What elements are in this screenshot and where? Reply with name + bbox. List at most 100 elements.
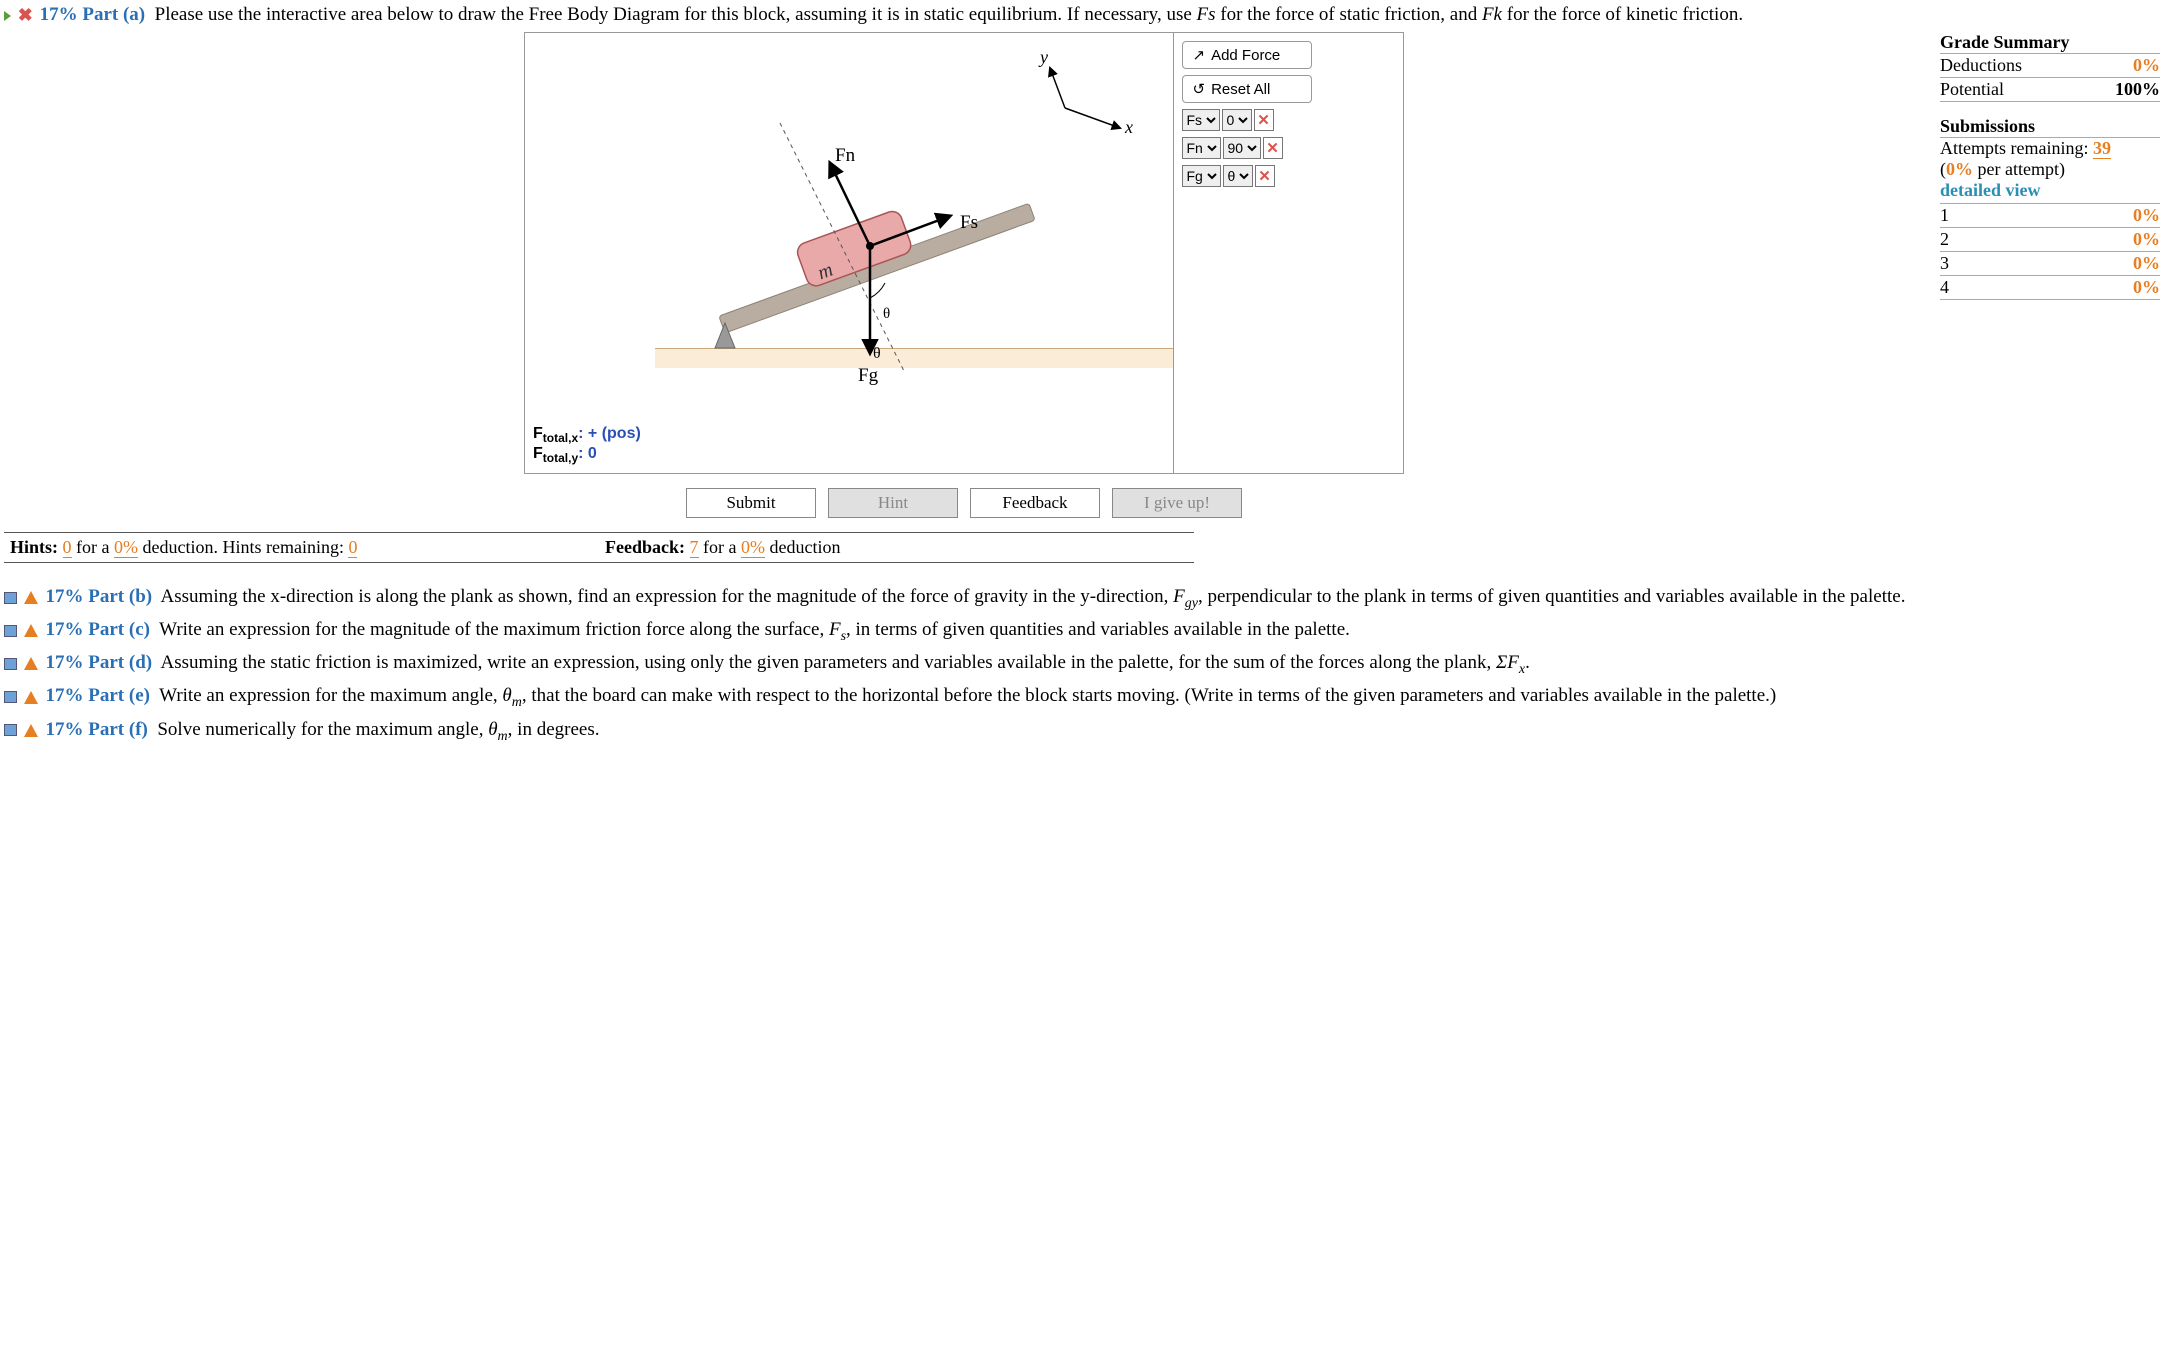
sym: F	[1173, 586, 1185, 607]
force-angle-select[interactable]: 0	[1222, 109, 1252, 131]
warning-icon	[24, 624, 38, 637]
part-d: 17% Part (d) Assuming the static frictio…	[4, 649, 2160, 680]
label: Reset All	[1211, 81, 1270, 98]
sub: m	[498, 728, 508, 743]
part-e: 17% Part (e) Write an expression for the…	[4, 682, 2160, 713]
remain: 0	[348, 537, 357, 558]
incorrect-icon: ✖	[18, 5, 33, 26]
reset-all-button[interactable]: ↺ Reset All	[1182, 75, 1312, 103]
text: deduction. Hints remaining:	[143, 537, 349, 557]
force-name-select[interactable]: Fn	[1182, 137, 1221, 159]
count: 0	[63, 537, 72, 558]
part-a-label: 17% Part (a)	[40, 4, 146, 25]
collapse-icon[interactable]	[4, 724, 17, 736]
sub: total,x	[543, 431, 578, 445]
value: 39	[2093, 138, 2111, 159]
attempt-num: 3	[1940, 252, 1995, 276]
feedback-cell: Feedback: 7 for a 0% deduction	[599, 533, 1194, 562]
part-b: 17% Part (b) Assuming the x-direction is…	[4, 583, 2160, 614]
part-c: 17% Part (c) Write an expression for the…	[4, 616, 2160, 647]
text: for the force of static friction, and	[1216, 4, 1482, 25]
arrow-icon: ↗	[1193, 46, 1206, 64]
text: for a	[76, 537, 114, 557]
controls-panel: ↗ Add Force ↺ Reset All Fs 0 ✕ Fn 90 ✕	[1174, 33, 1404, 473]
fs-symbol: Fs	[1197, 4, 1216, 25]
feedback-button[interactable]: Feedback	[970, 488, 1100, 518]
svg-text:y: y	[1038, 47, 1048, 67]
part-a-header: ✖ 17% Part (a) Please use the interactiv…	[4, 4, 2160, 26]
force-angle-select[interactable]: 90	[1223, 137, 1261, 159]
part-label: 17% Part (c)	[46, 619, 150, 640]
diagram-svg: m Fn Fs Fg θ θ	[525, 33, 1175, 473]
add-force-button[interactable]: ↗ Add Force	[1182, 41, 1312, 69]
attempt-val: 0%	[1995, 228, 2160, 252]
text: Write an expression for the magnitude of…	[159, 619, 829, 640]
label: Potential	[1940, 78, 2082, 102]
value: 100%	[2082, 78, 2160, 102]
label: F	[533, 445, 543, 462]
hints-feedback-bar: Hints: 0 for a 0% deduction. Hints remai…	[4, 532, 1194, 563]
fbd-canvas[interactable]: m Fn Fs Fg θ θ	[525, 33, 1174, 473]
per-attempt: (0% per attempt)	[1940, 159, 2160, 180]
warning-icon	[24, 657, 38, 670]
delete-force-icon[interactable]: ✕	[1263, 137, 1283, 159]
attempt-val: 0%	[1995, 204, 2160, 228]
expand-icon[interactable]	[4, 11, 11, 21]
force-name-select[interactable]: Fs	[1182, 109, 1220, 131]
force-row-0: Fs 0 ✕	[1182, 109, 1396, 131]
attempt-num: 1	[1940, 204, 1995, 228]
label: Add Force	[1211, 47, 1280, 64]
sym: θ	[502, 685, 511, 706]
part-a-text: Please use the interactive area below to…	[155, 4, 1743, 25]
giveup-button[interactable]: I give up!	[1112, 488, 1242, 518]
text: , that the board can make with respect t…	[522, 685, 1776, 706]
sym: ΣF	[1496, 652, 1519, 673]
attempt-num: 2	[1940, 228, 1995, 252]
attempt-val: 0%	[1995, 276, 2160, 300]
collapse-icon[interactable]	[4, 691, 17, 703]
attempts-row: Attempts remaining: 39	[1940, 138, 2160, 159]
collapse-icon[interactable]	[4, 592, 17, 604]
collapse-icon[interactable]	[4, 658, 17, 670]
force-totals: Ftotal,x: + (pos) Ftotal,y: 0	[533, 425, 641, 465]
force-name-select[interactable]: Fg	[1182, 165, 1221, 187]
hint-button[interactable]: Hint	[828, 488, 958, 518]
val: : + (pos)	[578, 425, 641, 442]
diagram-panel: m Fn Fs Fg θ θ	[524, 32, 1404, 474]
submit-button[interactable]: Submit	[686, 488, 816, 518]
warning-icon	[24, 591, 38, 604]
delete-force-icon[interactable]: ✕	[1254, 109, 1274, 131]
sym: F	[829, 619, 841, 640]
label: Deductions	[1940, 54, 2082, 78]
svg-text:θ: θ	[873, 345, 881, 362]
force-angle-select[interactable]: θ	[1223, 165, 1253, 187]
text: , in degrees.	[508, 719, 600, 740]
svg-text:θ: θ	[883, 306, 890, 322]
part-label: 17% Part (d)	[46, 652, 153, 673]
detailed-view-link[interactable]: detailed view	[1940, 180, 2160, 201]
val: : 0	[578, 445, 597, 462]
force-row-1: Fn 90 ✕	[1182, 137, 1396, 159]
svg-text:Fs: Fs	[960, 212, 978, 233]
text: .	[1525, 652, 1530, 673]
other-parts: 17% Part (b) Assuming the x-direction is…	[4, 583, 2160, 746]
count: 7	[690, 537, 699, 558]
pct: 0%	[114, 537, 138, 558]
delete-force-icon[interactable]: ✕	[1255, 165, 1275, 187]
fk-symbol: Fk	[1482, 4, 1502, 25]
part-label: 17% Part (b)	[46, 586, 153, 607]
svg-text:Fg: Fg	[858, 365, 879, 386]
sym: θ	[488, 719, 497, 740]
text: , in terms of given quantities and varia…	[846, 619, 1350, 640]
pct: 0%	[741, 537, 765, 558]
grade-summary: Grade Summary Deductions 0% Potential100%…	[1940, 32, 2160, 300]
sub: gy	[1185, 596, 1198, 611]
grade-summary-title: Grade Summary	[1940, 32, 2160, 53]
force-row-2: Fg θ ✕	[1182, 165, 1396, 187]
text: deduction	[769, 537, 840, 557]
part-label: 17% Part (e)	[46, 685, 150, 706]
collapse-icon[interactable]	[4, 625, 17, 637]
submissions-title: Submissions	[1940, 116, 2160, 137]
text: Please use the interactive area below to…	[155, 4, 1197, 25]
label: Attempts remaining:	[1940, 138, 2088, 158]
